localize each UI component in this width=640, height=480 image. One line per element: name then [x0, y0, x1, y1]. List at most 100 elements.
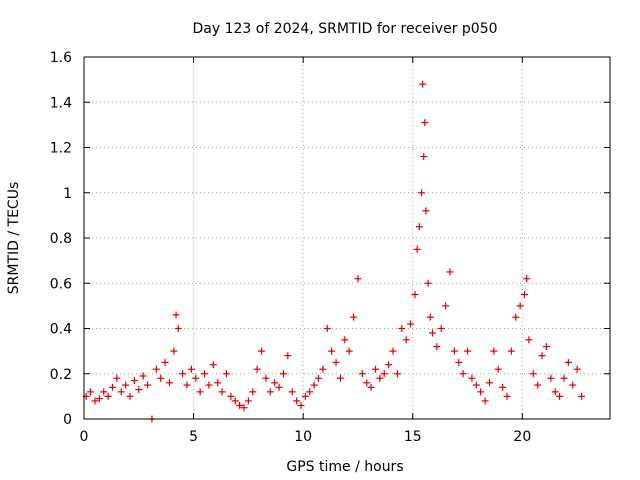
data-point	[389, 347, 397, 355]
chart-title: Day 123 of 2024, SRMTID for receiver p05…	[192, 21, 497, 37]
data-point	[538, 352, 546, 360]
data-point	[385, 361, 393, 369]
data-point	[179, 370, 187, 378]
data-point	[556, 392, 564, 400]
data-point	[551, 388, 559, 396]
data-point	[192, 374, 200, 382]
data-point	[485, 379, 493, 387]
data-point	[100, 388, 108, 396]
data-point	[433, 343, 441, 351]
data-point	[464, 347, 472, 355]
data-point	[455, 358, 463, 366]
data-point	[170, 347, 178, 355]
data-point	[569, 381, 577, 389]
data-point	[253, 365, 261, 373]
data-point	[398, 325, 406, 332]
y-tick-label: 0.6	[50, 276, 72, 292]
x-tick-label: 5	[189, 429, 198, 445]
data-point	[139, 372, 147, 380]
data-point	[214, 379, 222, 387]
data-point	[512, 313, 520, 321]
data-point	[113, 374, 121, 382]
data-point	[205, 381, 213, 389]
data-point	[222, 370, 230, 378]
data-point	[310, 381, 318, 389]
data-point	[534, 381, 542, 389]
data-point	[407, 320, 415, 328]
data-point	[231, 397, 239, 405]
y-axis-label: SRMTID / TECUs	[6, 182, 22, 295]
data-point	[354, 275, 362, 283]
data-point	[494, 365, 502, 373]
data-point	[371, 365, 379, 373]
data-point	[503, 392, 511, 400]
data-point	[419, 80, 427, 88]
data-point	[420, 153, 428, 161]
data-point	[442, 302, 450, 310]
data-point	[279, 370, 287, 378]
data-point	[413, 245, 421, 253]
data-point	[523, 275, 531, 283]
x-axis-label: GPS time / hours	[286, 459, 403, 475]
data-point	[367, 383, 375, 391]
data-point	[319, 365, 327, 373]
data-point	[578, 392, 586, 400]
data-point	[393, 370, 401, 378]
data-point	[428, 329, 436, 337]
data-point	[266, 388, 274, 396]
data-point	[418, 189, 426, 197]
data-point	[490, 347, 498, 355]
data-point	[328, 347, 336, 355]
data-point	[91, 397, 99, 405]
data-point	[196, 388, 204, 396]
data-point	[521, 291, 529, 299]
axes: 0 5 10 15 20 0 0.2 0.4 0.6 0.8 1 1.2 1.4 1.6	[50, 50, 611, 445]
x-tick-label: 15	[404, 429, 422, 445]
plot-frame	[83, 56, 611, 420]
y-tick-label: 1	[63, 186, 72, 202]
data-point	[437, 325, 445, 332]
data-point	[135, 386, 143, 394]
data-point	[411, 291, 419, 299]
data-point	[262, 374, 270, 382]
data-point	[249, 388, 257, 396]
data-point	[218, 388, 226, 396]
data-point	[422, 207, 430, 215]
data-point	[525, 336, 533, 344]
data-point	[564, 358, 572, 366]
y-tick-label: 0	[63, 412, 72, 428]
data-point	[481, 397, 489, 405]
data-point	[275, 383, 283, 391]
data-point	[380, 370, 388, 378]
data-point	[244, 397, 252, 405]
data-point	[301, 392, 309, 400]
data-point	[529, 370, 537, 378]
data-point	[172, 311, 180, 319]
data-point	[332, 358, 340, 366]
data-point	[507, 347, 515, 355]
data-point	[87, 388, 95, 396]
data-point	[130, 377, 138, 385]
data-point	[468, 374, 476, 382]
data-point	[499, 383, 507, 391]
data-point	[363, 379, 371, 387]
data-point	[108, 383, 116, 391]
data-point	[459, 370, 467, 378]
y-tick-label: 0.2	[50, 367, 72, 383]
data-point	[152, 365, 160, 373]
data-point	[117, 388, 125, 396]
data-point	[421, 119, 429, 127]
y-tick-label: 0.8	[50, 231, 72, 247]
x-tick-label: 10	[294, 429, 312, 445]
data-point	[336, 374, 344, 382]
data-point	[284, 352, 292, 360]
data-point	[174, 325, 182, 332]
data-point	[122, 381, 130, 389]
data-point	[542, 343, 550, 351]
data-point	[144, 381, 152, 389]
data-point	[183, 381, 191, 389]
y-tick-label: 0.4	[50, 322, 72, 338]
data-point	[402, 336, 410, 344]
data-point	[104, 392, 112, 400]
